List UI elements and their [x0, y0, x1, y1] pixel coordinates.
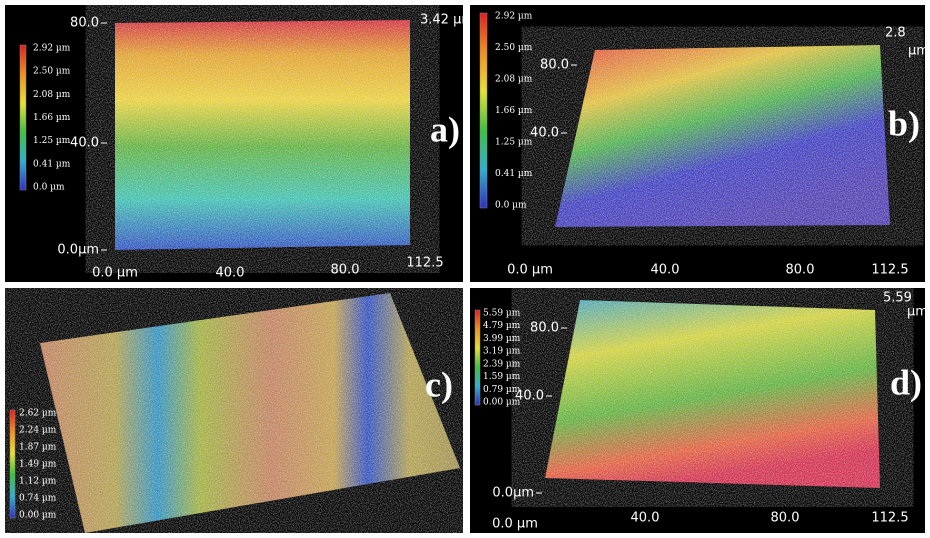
colorbar-label: 0.74 µm [19, 494, 57, 504]
surface-texture [115, 20, 410, 250]
panel-label: c) [425, 364, 453, 404]
surface-texture [545, 300, 880, 488]
scale-max: 3.42 µm [420, 13, 463, 28]
colorbar-label: 1.87 µm [19, 443, 57, 453]
scale-unit: µm [907, 305, 925, 320]
x-axis-label: 0.0 µm [492, 517, 538, 532]
x-axis-label: 40.0 [216, 266, 245, 281]
x-axis-label: 112.5 [871, 511, 908, 526]
colorbar-label: 2.39 µm [483, 359, 521, 369]
x-axis-label: 0.0 µm [92, 266, 138, 281]
x-axis-label: 40.0 [651, 263, 680, 278]
colorbar-label: 2.24 µm [19, 426, 57, 436]
colorbar-label: 2.62 µm [19, 409, 57, 419]
colorbar-label: 1.25 µm [495, 138, 533, 148]
colorbar-label: 3.19 µm [483, 347, 521, 357]
colorbar-label: 0.0 µm [495, 201, 527, 211]
surface-texture [40, 293, 460, 533]
colorbar [475, 310, 480, 405]
y-axis-label: 40.0 [515, 389, 544, 404]
figure: 2.92 µm 2.50 µm 2.08 µm 1.66 µm 1.25 µm 0.41 … [0, 0, 930, 538]
scale-max: 2.8 [885, 26, 906, 41]
colorbar [480, 13, 487, 208]
colorbar-label: 2.08 µm [33, 90, 71, 100]
surface-texture [555, 45, 890, 227]
colorbar-label: 0.41 µm [33, 159, 71, 169]
y-axis-label: 40.0 [530, 126, 559, 141]
colorbar-label: 3.99 µm [483, 334, 521, 344]
surface-panel: 5.59 µm 4.79 µm 3.99 µm 3.19 µm 2.39 µm 1.59 … [470, 288, 925, 533]
colorbar-label: 2.92 µm [33, 44, 71, 54]
y-axis-label: 80.0 [540, 58, 569, 73]
colorbar [10, 410, 15, 518]
x-axis-label: 80.0 [331, 263, 360, 278]
x-axis-label: 112.5 [871, 263, 908, 278]
scale-unit: µm [908, 44, 925, 59]
x-axis-label: 0.0 µm [507, 263, 553, 278]
x-axis-label: 40.0 [631, 511, 660, 526]
y-axis-label: 80.0 [530, 321, 559, 336]
colorbar-label: 1.66 µm [495, 106, 533, 116]
colorbar-label: 2.92 µm [495, 12, 533, 22]
surface-panel: 2.92 µm 2.50 µm 2.08 µm 1.66 µm 1.25 µm 0.41 … [470, 5, 925, 282]
colorbar-label: 1.25 µm [33, 136, 71, 146]
scale-max: 5.59 [883, 291, 912, 306]
panel-label: d) [890, 362, 922, 402]
colorbar-label: 5.59 µm [483, 309, 521, 319]
panel-label: a) [430, 109, 460, 149]
y-axis-label: 0.0µm [57, 243, 99, 258]
y-axis-label: 0.0µm [492, 486, 534, 501]
colorbar-label: 1.49 µm [19, 460, 57, 470]
surface-panel: 2.92 µm 2.50 µm 2.08 µm 1.66 µm 1.25 µm 0.41 … [5, 5, 463, 282]
colorbar-label: 1.59 µm [483, 372, 521, 382]
x-axis-label: 80.0 [786, 263, 815, 278]
colorbar-label: 0.41 µm [495, 169, 533, 179]
colorbar [20, 45, 26, 190]
colorbar-label: 1.66 µm [33, 113, 71, 123]
x-axis-label: 80.0 [771, 511, 800, 526]
colorbar-label: 2.08 µm [495, 75, 533, 85]
colorbar-label: 1.12 µm [19, 477, 57, 487]
y-axis-label: 80.0 [70, 16, 99, 31]
colorbar-label: 2.50 µm [33, 67, 71, 77]
panel-label: b) [888, 103, 920, 143]
x-axis-label: 112.5 [406, 256, 443, 271]
colorbar-label: 0.00 µm [19, 511, 57, 521]
colorbar-label: 0.0 µm [33, 183, 65, 193]
colorbar-label: 2.50 µm [495, 43, 533, 53]
y-axis-label: 40.0 [70, 136, 99, 151]
colorbar-label: 4.79 µm [483, 321, 521, 331]
surface-panel: 2.62 µm 2.24 µm 1.87 µm 1.49 µm 1.12 µm 0.74 … [5, 288, 463, 533]
